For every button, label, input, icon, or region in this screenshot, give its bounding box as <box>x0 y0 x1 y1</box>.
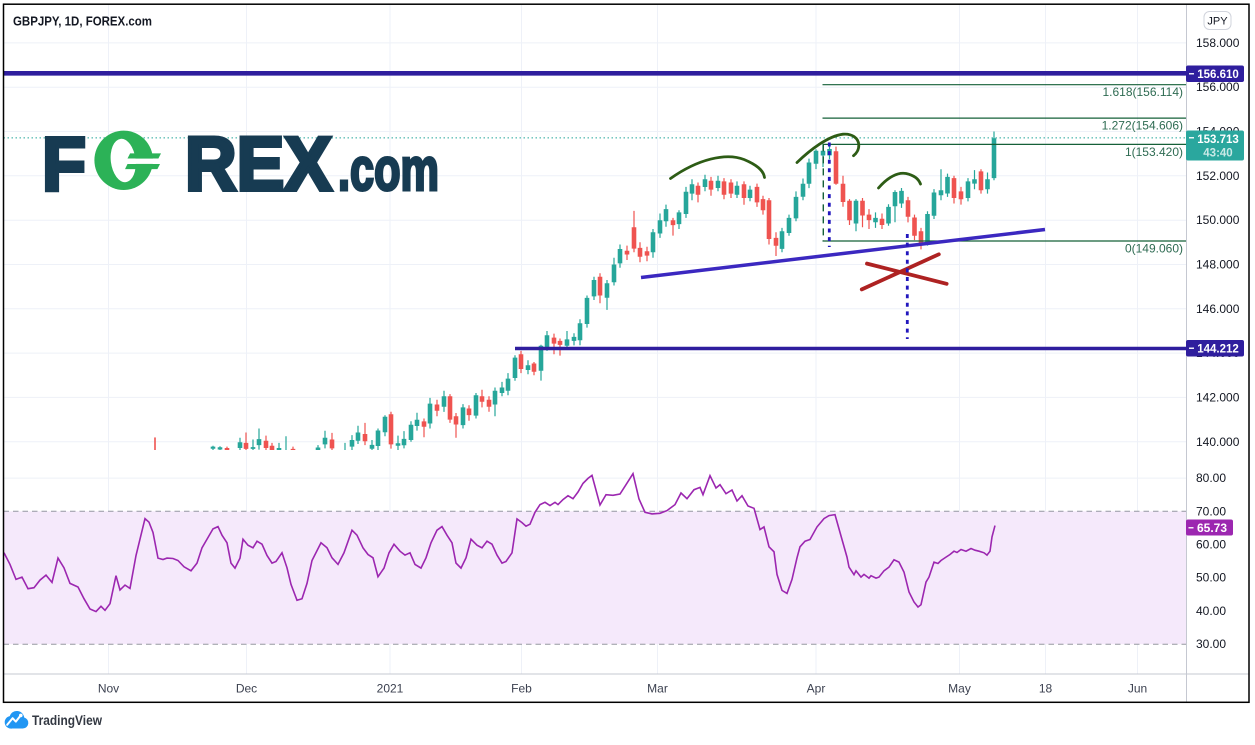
svg-text:144.212: 144.212 <box>1197 344 1239 356</box>
svg-text:1.618(156.114): 1.618(156.114) <box>1102 85 1183 99</box>
svg-text:150.000: 150.000 <box>1196 213 1240 227</box>
svg-text:F: F <box>42 122 86 207</box>
svg-text:70.00: 70.00 <box>1196 504 1226 518</box>
svg-text:Nov: Nov <box>98 682 119 696</box>
svg-text:153.713: 153.713 <box>1197 134 1239 146</box>
svg-text:TradingView: TradingView <box>32 712 102 728</box>
svg-text:REX: REX <box>185 122 332 207</box>
svg-text:Dec: Dec <box>236 682 257 696</box>
svg-text:40.00: 40.00 <box>1196 604 1226 618</box>
svg-text:Jun: Jun <box>1128 682 1147 696</box>
svg-text:60.00: 60.00 <box>1196 538 1226 552</box>
svg-text:GBPJPY, 1D, FOREX.com: GBPJPY, 1D, FOREX.com <box>13 14 152 29</box>
svg-text:156.000: 156.000 <box>1196 80 1240 94</box>
svg-text:148.000: 148.000 <box>1196 258 1240 272</box>
svg-text:158.000: 158.000 <box>1196 36 1240 50</box>
svg-text:80.00: 80.00 <box>1196 471 1226 485</box>
svg-text:Apr: Apr <box>807 682 826 696</box>
svg-text:18: 18 <box>1039 682 1053 696</box>
svg-text:Feb: Feb <box>511 682 532 696</box>
svg-text:30.00: 30.00 <box>1196 637 1226 651</box>
svg-text:50.00: 50.00 <box>1196 571 1226 585</box>
svg-text:1.272(154.606): 1.272(154.606) <box>1102 119 1183 133</box>
svg-text:0(149.060): 0(149.060) <box>1125 242 1183 256</box>
svg-text:Mar: Mar <box>647 682 668 696</box>
svg-text:43:40: 43:40 <box>1203 148 1232 160</box>
svg-text:1(153.420): 1(153.420) <box>1125 145 1183 159</box>
svg-text:JPY: JPY <box>1207 16 1228 28</box>
svg-text:.com: .com <box>338 136 439 203</box>
svg-text:142.000: 142.000 <box>1196 390 1240 404</box>
svg-text:140.000: 140.000 <box>1196 435 1240 449</box>
svg-text:65.73: 65.73 <box>1197 521 1227 535</box>
svg-text:May: May <box>948 682 971 696</box>
svg-text:156.610: 156.610 <box>1197 69 1239 81</box>
svg-text:152.000: 152.000 <box>1196 169 1240 183</box>
svg-text:2021: 2021 <box>377 682 404 696</box>
svg-text:146.000: 146.000 <box>1196 302 1240 316</box>
